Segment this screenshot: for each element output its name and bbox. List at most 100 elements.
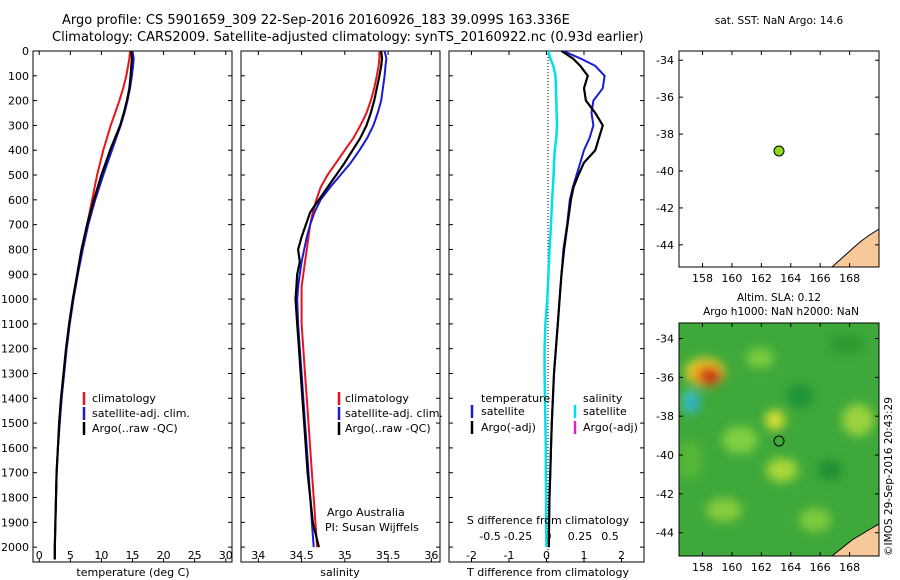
figure-title-line1: Argo profile: CS 5901659_309 22-Sep-2016… (62, 13, 570, 28)
sst-map-frame (678, 50, 880, 268)
t-difference-xlabel: T difference from climatology (466, 566, 629, 579)
series-line (294, 50, 384, 548)
x-tick-label: 25 (188, 549, 202, 562)
series-line (53, 50, 135, 560)
sla-map: Altim. SLA: 0.12 Argo h1000: NaN h2000: … (656, 292, 895, 574)
lon-tick-label: 166 (810, 561, 831, 574)
difference-series (543, 50, 606, 548)
depth-tick-label: 2000 (1, 541, 29, 554)
depth-tick-label: 700 (8, 219, 29, 232)
series-line (53, 50, 133, 560)
depth-tick-label: 1400 (1, 392, 29, 405)
legend-temperature-head: temperature (481, 392, 550, 405)
sla-map-frame (678, 322, 880, 557)
salinity-xlabel: salinity (320, 566, 360, 579)
x-tick-label: 15 (126, 549, 140, 562)
lon-tick-label: 168 (839, 272, 860, 285)
depth-tick-label: 1900 (1, 516, 29, 529)
legend-label-s-satellite: satellite (583, 405, 627, 418)
lon-tick-label: 164 (780, 561, 801, 574)
s-diff-tick-label: 0.25 (568, 530, 593, 543)
lon-tick-label: 160 (721, 561, 742, 574)
credit-line1: Argo Australia (327, 506, 405, 519)
x-tick-label: 34.5 (289, 549, 314, 562)
s-diff-tick-label: -0.25 (504, 530, 532, 543)
figure-title-line2: Climatology: CARS2009. Satellite-adjuste… (52, 30, 644, 45)
series-line (300, 51, 381, 548)
sst-map: sat. SST: NaN Argo: 14.6 -34 -36 -38 -40 -42… (656, 15, 880, 285)
lon-tick-label: 162 (751, 272, 772, 285)
salinity-tick-labels: 34 34.5 35 35.5 36 (241, 50, 440, 562)
depth-tick-label: 200 (8, 95, 29, 108)
legend-label-argo-2: Argo(..raw -QC) (345, 422, 431, 435)
depth-tick-label: 1100 (1, 318, 29, 331)
sla-blob (722, 426, 758, 454)
x-tick-label: 36 (424, 549, 438, 562)
x-tick-label: 2 (618, 549, 625, 562)
sla-map-land (831, 523, 879, 556)
lat-tick-label: -38 (656, 410, 674, 423)
difference-legend: temperature salinity satellite Argo(-adj… (470, 392, 638, 434)
depth-tick-label: 1200 (1, 343, 29, 356)
x-tick-label: -1 (504, 549, 515, 562)
x-tick-label: 5 (67, 549, 74, 562)
depth-tick-labels: 0 100 200 300 400 500 600 700 800 900 1000 1100 1200… (1, 45, 232, 554)
x-tick-label: 1 (581, 549, 588, 562)
x-tick-label: 20 (157, 549, 171, 562)
legend-salinity-head: salinity (583, 392, 623, 405)
series-line (543, 50, 559, 548)
sla-blob (828, 334, 864, 354)
sla-map-tick-labels: -34 -36 -38 -40 -42 -44 158 160 162 164 166 168 (656, 323, 879, 574)
legend-label-satellite: satellite-adj. clim. (92, 407, 190, 420)
lon-tick-label: 168 (839, 561, 860, 574)
lon-tick-label: 158 (692, 561, 713, 574)
series-line (547, 50, 604, 548)
lon-tick-label: 164 (780, 272, 801, 285)
temperature-legend: climatology satellite-adj. clim. Argo(..… (82, 392, 190, 435)
lat-tick-label: -36 (656, 91, 674, 104)
sla-blob (786, 384, 814, 408)
sst-map-title: sat. SST: NaN Argo: 14.6 (715, 15, 844, 27)
lat-tick-label: -36 (656, 371, 674, 384)
x-tick-label: 35 (338, 549, 352, 562)
salinity-series (294, 50, 388, 548)
s-diff-tick-label: -0.5 (479, 530, 500, 543)
sla-blob (766, 458, 798, 482)
depth-tick-label: 1600 (1, 442, 29, 455)
temperature-axes-frame (32, 50, 233, 563)
depth-tick-label: 1800 (1, 492, 29, 505)
salinity-axes-frame (240, 50, 441, 563)
sst-map-land (830, 228, 880, 268)
sla-blob (842, 404, 874, 436)
x-tick-label: 35.5 (376, 549, 401, 562)
lat-tick-label: -34 (656, 54, 674, 67)
legend-label-climatology: climatology (92, 392, 156, 405)
x-tick-label: 0 (543, 549, 550, 562)
x-tick-label: -2 (466, 549, 477, 562)
x-tick-label: 34 (251, 549, 265, 562)
temperature-panel: 0100200300400500600700800900100011001200… (1, 45, 233, 579)
s-diff-tick-label: 0.5 (601, 530, 619, 543)
depth-tick-label: 300 (8, 119, 29, 132)
lat-tick-label: -34 (656, 333, 674, 346)
sla-blob (765, 410, 785, 430)
lat-tick-label: -40 (656, 165, 674, 178)
lat-tick-label: -44 (656, 239, 674, 252)
s-difference-label: S difference from climatology (467, 514, 630, 527)
sla-blob (679, 440, 702, 480)
depth-tick-label: 600 (8, 194, 29, 207)
t-difference-tick-labels: -2 -1 0 1 2 (449, 50, 644, 562)
credit-line2: PI: Susan Wijffels (325, 521, 419, 534)
sla-blob (688, 396, 698, 410)
legend-label-t-satellite: satellite (481, 405, 525, 418)
salinity-legend: climatology satellite-adj. clim. Argo(..… (337, 392, 443, 435)
lat-tick-label: -40 (656, 449, 674, 462)
depth-tick-label: 800 (8, 243, 29, 256)
legend-label-s-argo: Argo(-adj) (583, 421, 638, 434)
temperature-xlabel: temperature (deg C) (76, 566, 189, 579)
series-line (296, 50, 388, 548)
temperature-series (53, 50, 135, 560)
lon-tick-label: 162 (751, 561, 772, 574)
legend-label-t-argo: Argo(-adj) (481, 421, 536, 434)
depth-tick-label: 1500 (1, 417, 29, 430)
